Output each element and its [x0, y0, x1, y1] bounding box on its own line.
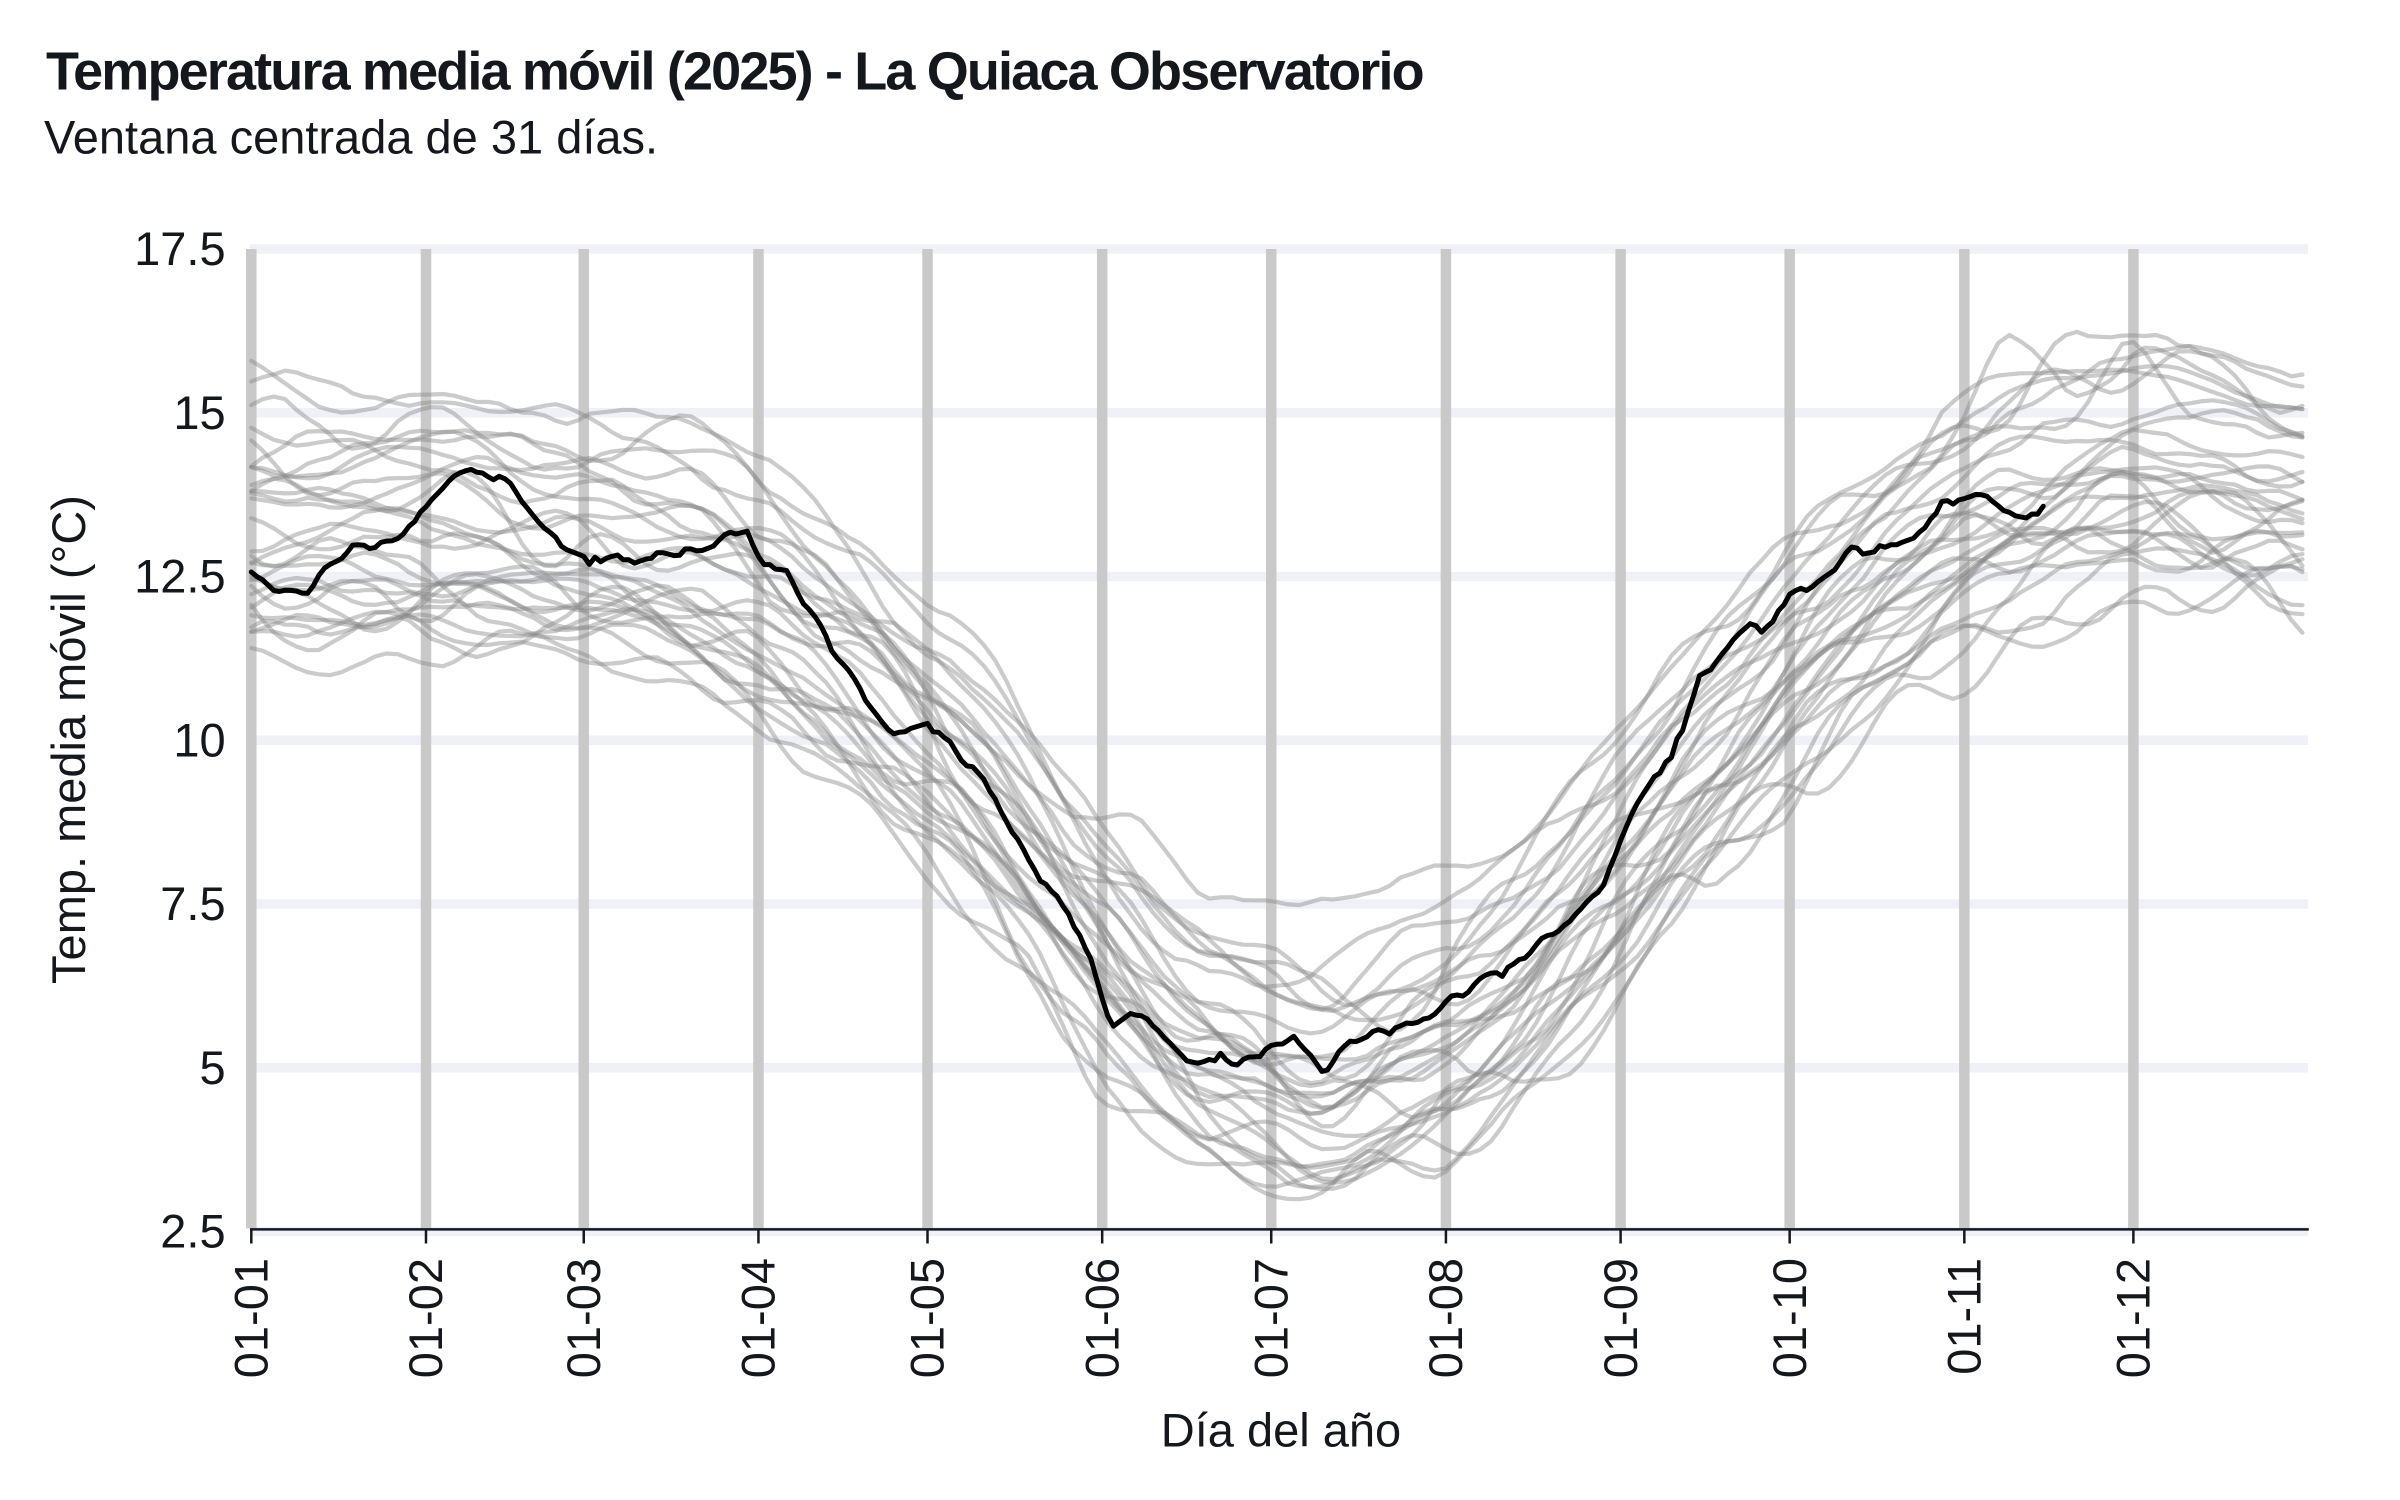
svg-text:Temp. media móvil (°C): Temp. media móvil (°C) [42, 495, 95, 984]
svg-text:01-12: 01-12 [2107, 1258, 2160, 1378]
svg-text:Temperatura media móvil (2025): Temperatura media móvil (2025) - La Quia… [46, 42, 1423, 102]
svg-text:15: 15 [173, 386, 225, 439]
svg-text:Día del año: Día del año [1161, 1404, 1401, 1457]
svg-text:17.5: 17.5 [134, 222, 225, 275]
svg-text:2.5: 2.5 [160, 1205, 225, 1258]
svg-text:01-06: 01-06 [1075, 1258, 1128, 1378]
svg-text:12.5: 12.5 [134, 550, 225, 603]
svg-text:01-02: 01-02 [399, 1258, 452, 1378]
svg-text:01-11: 01-11 [1938, 1258, 1991, 1375]
svg-text:01-08: 01-08 [1419, 1258, 1472, 1378]
svg-text:7.5: 7.5 [160, 877, 225, 930]
svg-text:01-03: 01-03 [557, 1258, 610, 1378]
svg-text:Ventana centrada de 31 días.: Ventana centrada de 31 días. [44, 111, 658, 164]
svg-text:10: 10 [173, 714, 225, 767]
svg-text:01-09: 01-09 [1594, 1258, 1647, 1378]
svg-text:01-04: 01-04 [732, 1258, 785, 1378]
svg-text:01-01: 01-01 [225, 1258, 278, 1378]
svg-text:5: 5 [199, 1041, 225, 1094]
svg-text:01-07: 01-07 [1244, 1258, 1297, 1378]
svg-text:01-05: 01-05 [901, 1258, 954, 1378]
svg-text:01-10: 01-10 [1763, 1258, 1816, 1378]
